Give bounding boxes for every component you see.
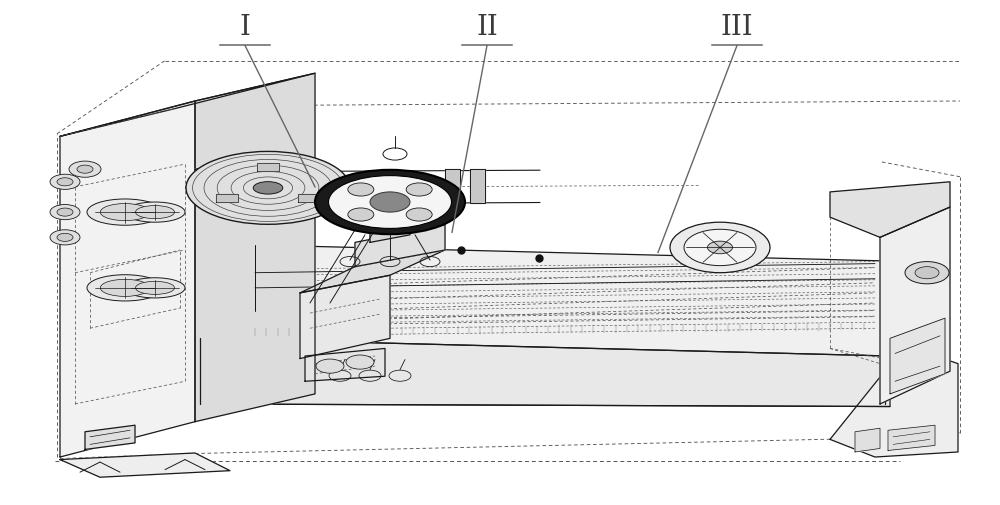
Text: III: III bbox=[721, 14, 753, 41]
Polygon shape bbox=[890, 318, 945, 394]
Polygon shape bbox=[216, 194, 238, 203]
Polygon shape bbox=[355, 225, 445, 267]
Circle shape bbox=[77, 165, 93, 173]
Polygon shape bbox=[60, 73, 315, 136]
Polygon shape bbox=[257, 163, 279, 171]
Ellipse shape bbox=[87, 199, 163, 225]
Polygon shape bbox=[470, 169, 485, 203]
Polygon shape bbox=[305, 348, 385, 381]
Circle shape bbox=[50, 174, 80, 189]
Circle shape bbox=[50, 230, 80, 245]
Polygon shape bbox=[830, 182, 950, 237]
Ellipse shape bbox=[253, 182, 283, 194]
Polygon shape bbox=[298, 194, 320, 203]
Ellipse shape bbox=[315, 170, 465, 234]
Ellipse shape bbox=[136, 206, 175, 219]
Circle shape bbox=[670, 222, 770, 273]
Circle shape bbox=[69, 161, 101, 177]
Polygon shape bbox=[888, 425, 935, 450]
Circle shape bbox=[406, 183, 432, 196]
Circle shape bbox=[915, 267, 939, 279]
Circle shape bbox=[370, 192, 410, 212]
Polygon shape bbox=[195, 162, 245, 205]
Text: II: II bbox=[476, 14, 498, 41]
Text: I: I bbox=[240, 14, 250, 41]
Polygon shape bbox=[60, 453, 230, 477]
Circle shape bbox=[905, 262, 949, 284]
Circle shape bbox=[57, 208, 73, 216]
Circle shape bbox=[346, 355, 374, 369]
Polygon shape bbox=[880, 207, 950, 404]
Ellipse shape bbox=[100, 204, 150, 221]
Polygon shape bbox=[85, 425, 135, 449]
Ellipse shape bbox=[136, 281, 175, 294]
Circle shape bbox=[406, 208, 432, 221]
Ellipse shape bbox=[328, 176, 452, 228]
Circle shape bbox=[348, 208, 374, 221]
Circle shape bbox=[316, 359, 344, 373]
Circle shape bbox=[708, 241, 732, 254]
Polygon shape bbox=[60, 101, 195, 457]
Ellipse shape bbox=[125, 278, 185, 298]
Polygon shape bbox=[300, 275, 390, 359]
Ellipse shape bbox=[125, 202, 185, 222]
Ellipse shape bbox=[87, 275, 163, 301]
Circle shape bbox=[684, 229, 756, 266]
Polygon shape bbox=[830, 346, 958, 457]
Ellipse shape bbox=[100, 279, 150, 296]
Ellipse shape bbox=[186, 152, 350, 224]
Polygon shape bbox=[855, 428, 880, 452]
Circle shape bbox=[57, 233, 73, 241]
Polygon shape bbox=[195, 73, 315, 422]
Circle shape bbox=[50, 205, 80, 220]
Polygon shape bbox=[200, 338, 890, 407]
Polygon shape bbox=[370, 217, 410, 242]
Polygon shape bbox=[200, 245, 950, 356]
Circle shape bbox=[348, 183, 374, 196]
Polygon shape bbox=[300, 250, 445, 293]
Circle shape bbox=[57, 178, 73, 186]
Polygon shape bbox=[445, 169, 460, 203]
